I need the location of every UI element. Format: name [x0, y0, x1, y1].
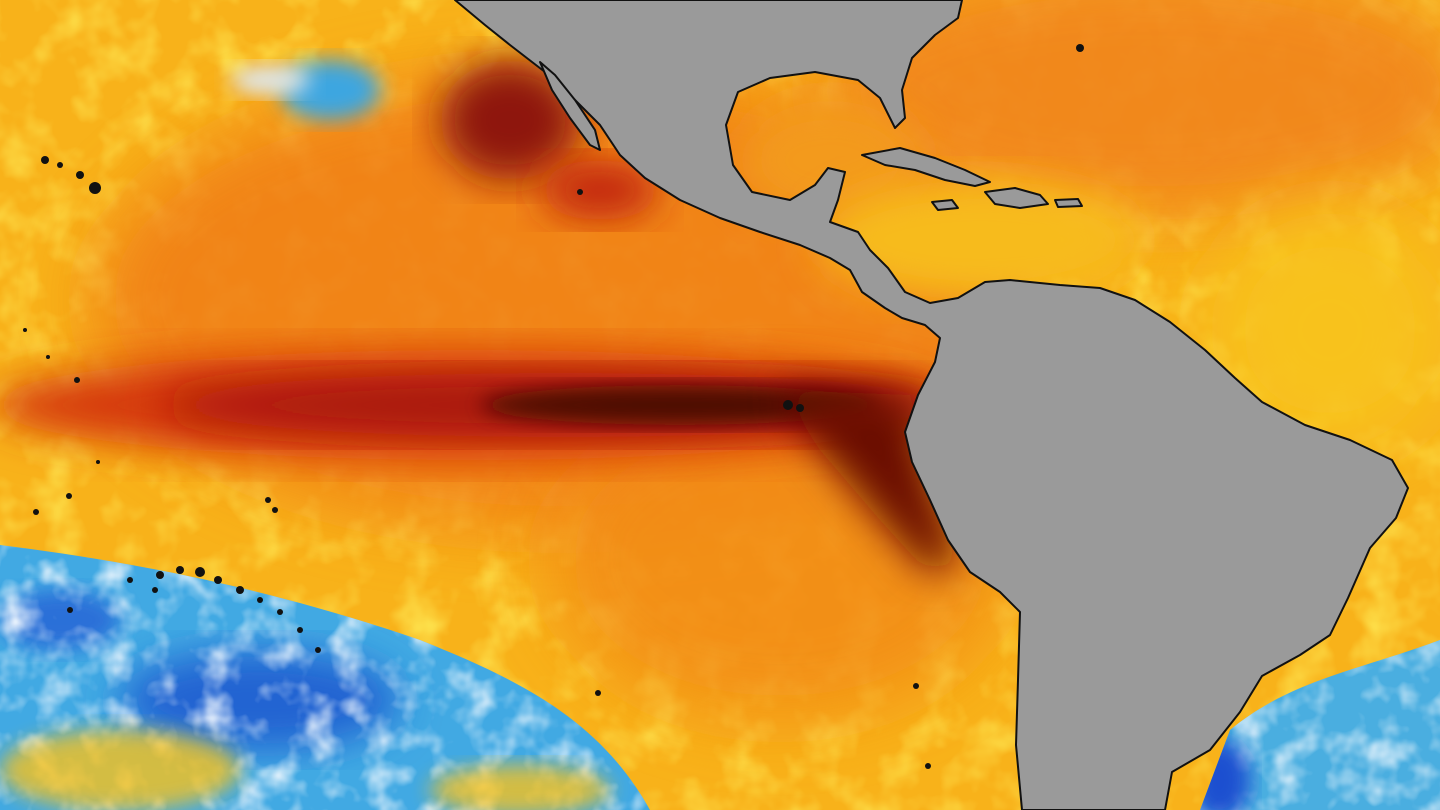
land [454, 0, 1409, 810]
islands [23, 44, 1084, 769]
cuba [861, 147, 991, 187]
puerto-rico [1054, 198, 1083, 208]
hispaniola [984, 187, 1049, 209]
americas [454, 0, 1409, 810]
cool-anomalies [0, 60, 1440, 810]
jamaica [931, 199, 959, 211]
baja-california [539, 61, 601, 151]
